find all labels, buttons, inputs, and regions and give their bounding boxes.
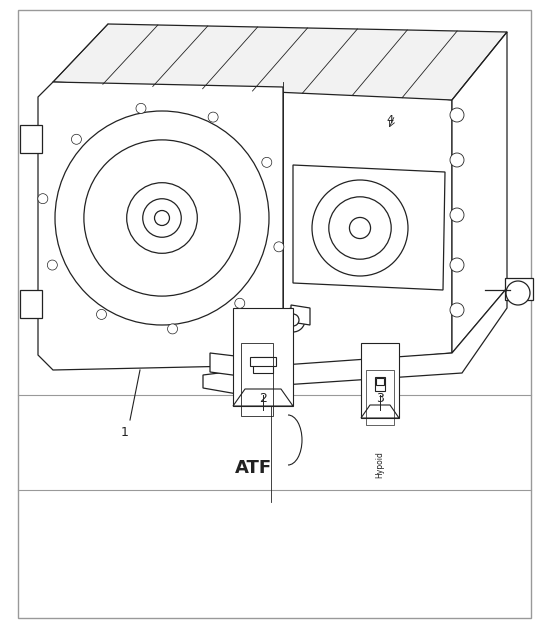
Circle shape (55, 111, 269, 325)
Circle shape (349, 217, 371, 239)
Polygon shape (210, 353, 285, 382)
Bar (20, 125, 42, 153)
Circle shape (312, 180, 408, 276)
Text: 2: 2 (259, 392, 267, 405)
Polygon shape (293, 165, 445, 290)
Bar (376, 378, 384, 385)
Circle shape (506, 281, 530, 305)
Circle shape (208, 112, 218, 122)
Polygon shape (38, 82, 283, 370)
Circle shape (450, 303, 464, 317)
Circle shape (143, 198, 181, 237)
Circle shape (450, 153, 464, 167)
Circle shape (96, 310, 106, 320)
Circle shape (167, 324, 178, 334)
Text: Hypoid: Hypoid (376, 452, 385, 479)
Circle shape (235, 298, 245, 308)
Circle shape (71, 134, 81, 144)
Circle shape (155, 210, 169, 225)
Bar (375, 377, 385, 391)
Bar (250, 357, 276, 366)
Bar (361, 343, 399, 418)
Circle shape (329, 197, 391, 259)
Text: 1: 1 (121, 426, 129, 438)
Circle shape (274, 242, 284, 252)
Text: 3: 3 (376, 392, 384, 405)
Circle shape (136, 104, 146, 114)
Circle shape (287, 314, 299, 326)
Circle shape (126, 183, 197, 253)
Bar (253, 357, 273, 373)
Polygon shape (291, 305, 310, 325)
Circle shape (450, 108, 464, 122)
Bar (366, 370, 394, 425)
Circle shape (38, 193, 48, 203)
Polygon shape (283, 80, 452, 368)
Circle shape (262, 158, 272, 167)
Polygon shape (361, 405, 399, 418)
Circle shape (450, 208, 464, 222)
Polygon shape (452, 32, 507, 353)
Polygon shape (53, 24, 507, 100)
Text: 4: 4 (386, 115, 393, 125)
Circle shape (47, 260, 57, 270)
Circle shape (450, 258, 464, 272)
Circle shape (84, 140, 240, 296)
Polygon shape (203, 288, 507, 395)
Bar (505, 278, 533, 300)
Polygon shape (233, 389, 293, 406)
Bar (20, 290, 42, 318)
Bar (241, 343, 273, 416)
Circle shape (281, 308, 305, 332)
Text: ATF: ATF (234, 459, 271, 477)
Bar (233, 308, 293, 406)
